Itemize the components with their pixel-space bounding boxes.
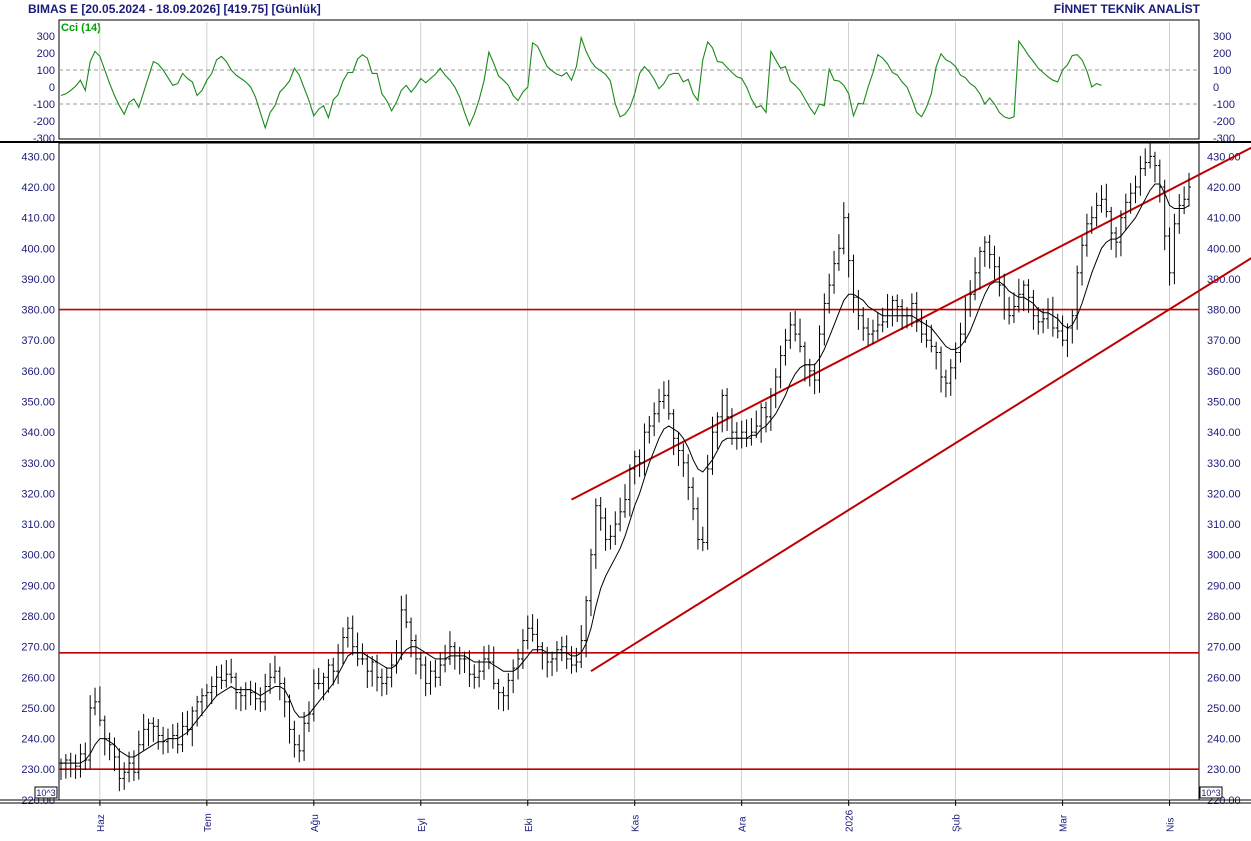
price-tick-left: 270.00	[21, 642, 55, 654]
indicator-axes: 300 300 200 200 100 100 0 0 -100 -100 -200 -200 -300…	[0, 19, 1251, 145]
price-tick-left: 280.00	[21, 611, 55, 623]
price-tick-right: 380.00	[1207, 305, 1241, 317]
price-tick-left: 340.00	[21, 427, 55, 439]
price-tick-left: 240.00	[21, 734, 55, 746]
price-tick-left: 380.00	[21, 305, 55, 317]
unit-box-left	[34, 786, 58, 799]
unit-label-right: 10^3	[1201, 788, 1220, 798]
x-tick-label: Tem	[203, 813, 214, 832]
price-tick-left: 410.00	[21, 213, 55, 225]
indicator-tick-left: 200	[37, 48, 55, 60]
price-tick-left: 370.00	[21, 335, 55, 347]
x-tick-label: Kas	[631, 815, 642, 832]
price-tick-left: 290.00	[21, 580, 55, 592]
x-tick-label: 2026	[845, 809, 856, 832]
chart-header-left: BIMAS E [20.05.2024 - 18.09.2026] [419.7…	[28, 2, 321, 16]
x-tick-label: Mar	[1059, 814, 1070, 832]
chart-header-right: FİNNET TEKNİK ANALİST	[1054, 1, 1201, 16]
price-tick-right: 310.00	[1207, 519, 1241, 531]
indicator-tick-right: 300	[1213, 31, 1231, 43]
indicator-tick-right: -200	[1213, 116, 1235, 128]
indicator-tick-right: 200	[1213, 48, 1231, 60]
price-tick-right: 370.00	[1207, 335, 1241, 347]
price-tick-right: 260.00	[1207, 672, 1241, 684]
price-tick-left: 310.00	[21, 519, 55, 531]
price-tick-right: 270.00	[1207, 642, 1241, 654]
price-tick-right: 320.00	[1207, 488, 1241, 500]
price-tick-left: 300.00	[21, 550, 55, 562]
price-tick-right: 340.00	[1207, 427, 1241, 439]
indicator-tick-left: -100	[33, 99, 55, 111]
price-tick-right: 360.00	[1207, 366, 1241, 378]
price-tick-right: 280.00	[1207, 611, 1241, 623]
price-tick-right: 430.00	[1207, 151, 1241, 163]
price-tick-right: 350.00	[1207, 397, 1241, 409]
indicator-tick-right: -300	[1213, 133, 1235, 145]
channel-lower-line	[590, 257, 1251, 673]
unit-label-left: 10^3	[36, 788, 55, 798]
indicator-tick-right: 0	[1213, 82, 1219, 94]
price-tick-left: 390.00	[21, 274, 55, 286]
indicator-tick-left: -200	[33, 116, 55, 128]
price-tick-left: 320.00	[21, 488, 55, 500]
x-tick-label: Nis	[1166, 818, 1177, 832]
price-tick-right: 390.00	[1207, 274, 1241, 286]
price-tick-right: 420.00	[1207, 182, 1241, 194]
indicator-tick-right: 100	[1213, 65, 1231, 77]
indicator-tick-left: 300	[37, 31, 55, 43]
price-tick-left: 330.00	[21, 458, 55, 470]
price-tick-right: 250.00	[1207, 703, 1241, 715]
x-tick-label: Ara	[738, 816, 749, 832]
x-tick-label: Şub	[952, 814, 963, 832]
price-tick-left: 400.00	[21, 243, 55, 255]
cci-line	[60, 35, 1102, 130]
price-tick-left: 360.00	[21, 366, 55, 378]
price-tick-right: 410.00	[1207, 213, 1241, 225]
indicator-frame	[58, 19, 1200, 140]
price-tick-left: 260.00	[21, 672, 55, 684]
indicator-tick-right: -100	[1213, 99, 1235, 111]
indicator-title: Cci (14)	[61, 22, 101, 34]
x-tick-label: Eyl	[417, 818, 428, 832]
indicator-tick-left: 100	[37, 65, 55, 77]
price-tick-right: 290.00	[1207, 580, 1241, 592]
price-tick-right: 300.00	[1207, 550, 1241, 562]
moving-average-line	[61, 183, 1190, 764]
price-tick-left: 250.00	[21, 703, 55, 715]
price-tick-right: 230.00	[1207, 764, 1241, 776]
x-tick-label: Eki	[524, 818, 535, 832]
x-tick-label: Haz	[96, 814, 107, 832]
price-axes: 430.00 430.00 420.00 420.00 410.00 410.00 400.…	[21, 142, 1241, 807]
price-tick-right: 240.00	[1207, 734, 1241, 746]
unit-box-right	[1199, 786, 1223, 799]
price-tick-right: 330.00	[1207, 458, 1241, 470]
x-tick-label: Ağu	[310, 814, 321, 832]
price-tick-left: 230.00	[21, 764, 55, 776]
indicator-tick-left: -300	[33, 133, 55, 145]
chart-marks	[59, 35, 1251, 792]
indicator-tick-left: 0	[49, 82, 55, 94]
price-tick-left: 420.00	[21, 182, 55, 194]
price-tick-right: 400.00	[1207, 243, 1241, 255]
price-tick-left: 350.00	[21, 397, 55, 409]
price-tick-left: 430.00	[21, 151, 55, 163]
